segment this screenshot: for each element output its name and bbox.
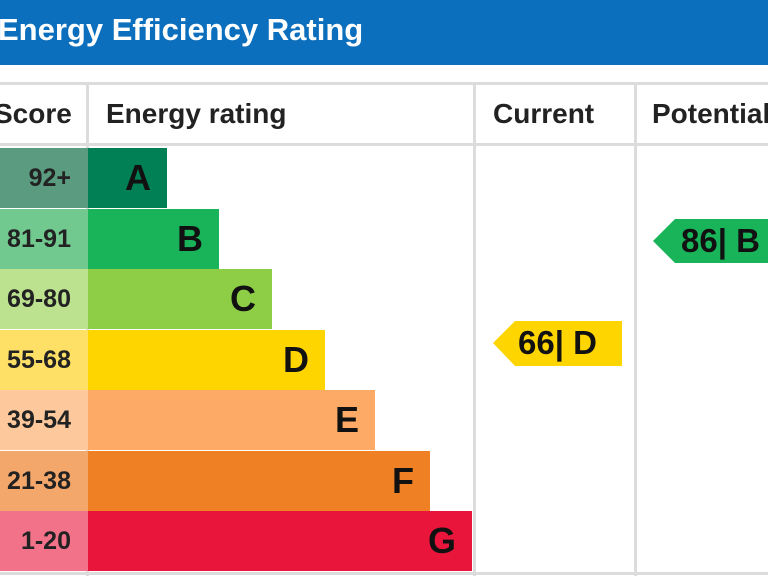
score-range: 39-54 — [0, 390, 88, 450]
column-header: Score — [0, 98, 72, 129]
header-bar — [0, 0, 768, 65]
rating-bar: A — [88, 148, 167, 208]
score-range: 55-68 — [0, 330, 88, 390]
column-header: Energy rating — [106, 98, 287, 129]
rating-bar: G — [88, 511, 472, 571]
current-rating: 66| D — [518, 324, 597, 361]
score-range: 81-91 — [0, 209, 88, 269]
score-range: 1-20 — [0, 511, 88, 571]
column-header: Current — [493, 98, 595, 129]
rating-bar: F — [88, 451, 430, 511]
potential-arrow — [653, 219, 768, 263]
rating-bar: E — [88, 390, 375, 450]
score-range: 92+ — [0, 148, 88, 208]
table-border — [0, 82, 768, 85]
table-border — [0, 143, 768, 146]
title: Energy Efficiency Rating — [0, 12, 364, 47]
table-border — [473, 85, 476, 576]
current-arrow — [493, 321, 622, 366]
potential-rating: 86| B — [681, 222, 760, 259]
table-border — [634, 85, 637, 576]
rating-bar: D — [88, 330, 325, 390]
rating-bar: B — [88, 209, 219, 269]
column-header: Potential — [652, 98, 768, 129]
rating-bar: C — [88, 269, 272, 329]
score-range: 21-38 — [0, 451, 88, 511]
score-range: 69-80 — [0, 269, 88, 329]
table-border — [0, 572, 768, 575]
